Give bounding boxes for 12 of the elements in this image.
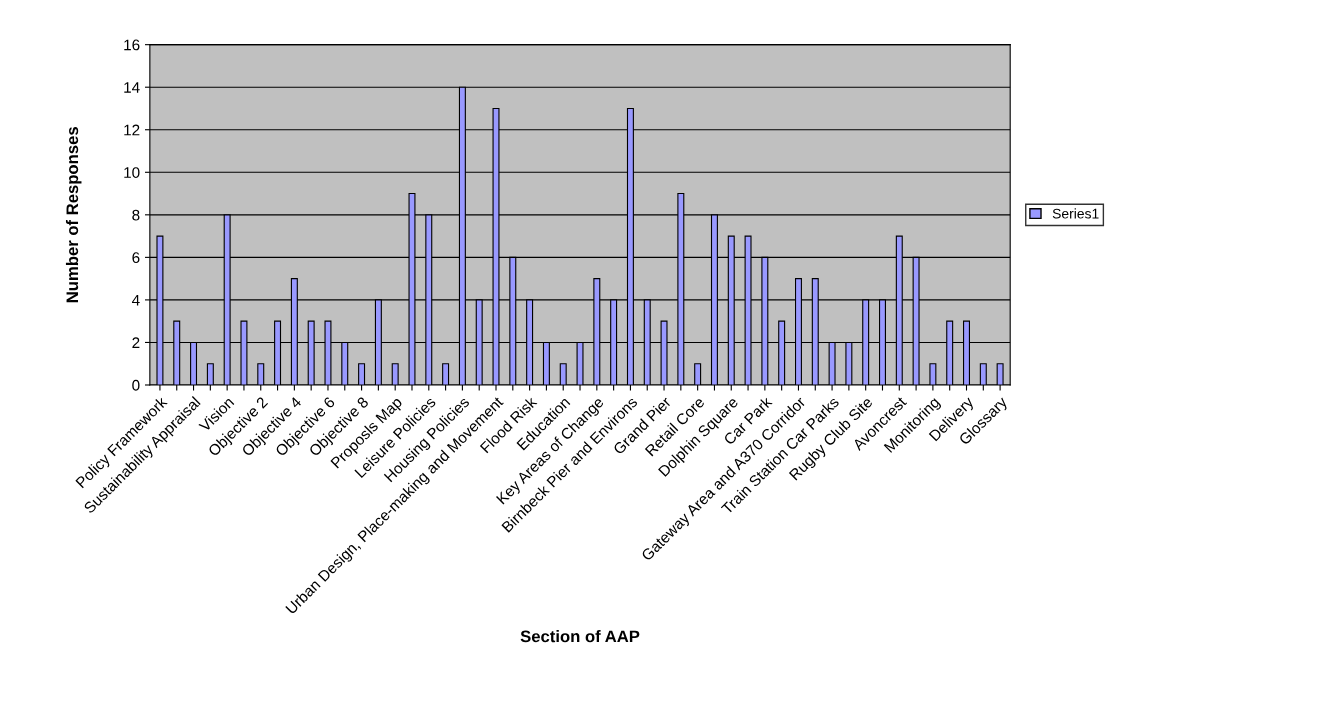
y-tick-label: 14: [124, 82, 140, 93]
y-tick-label: 2: [132, 337, 140, 348]
y-tick-label: 6: [132, 252, 140, 264]
y-tick-label: 10: [124, 167, 140, 178]
y-tick-label: 8: [132, 209, 140, 221]
y-tick-label: 0: [132, 379, 140, 391]
x-axis-title: Section of AAP: [520, 630, 640, 643]
y-axis-title: Number of Responses: [65, 127, 82, 303]
y-tick-label: 12: [124, 124, 140, 136]
y-tick-label: 4: [131, 294, 140, 306]
legend-label: Series1: [1052, 208, 1099, 219]
y-tick-label: 16: [124, 39, 140, 51]
